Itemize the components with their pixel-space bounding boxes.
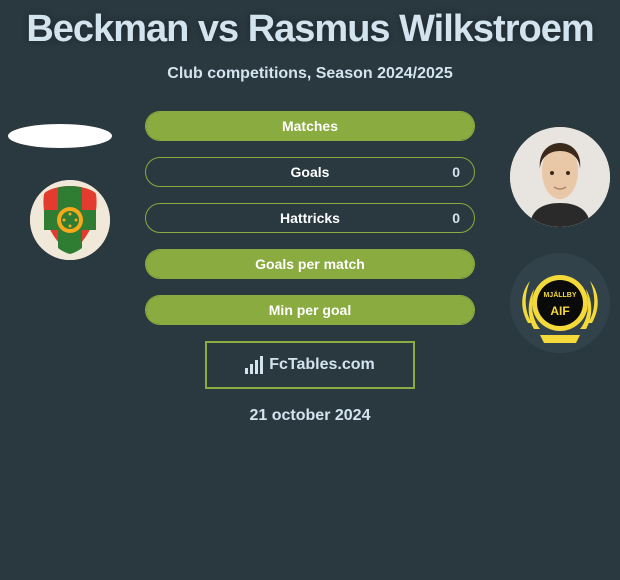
page-title: Beckman vs Rasmus Wilkstroem: [0, 0, 620, 51]
stat-bar-gpm: Goals per match: [145, 249, 475, 279]
stat-bar-hattricks: Hattricks 0: [145, 203, 475, 233]
stat-bar-goals: Goals 0: [145, 157, 475, 187]
club-left-crest: [30, 180, 110, 260]
shield-icon: [30, 180, 110, 260]
stat-bar-mpg: Min per goal: [145, 295, 475, 325]
brand-box[interactable]: FcTables.com: [205, 341, 415, 389]
stat-bar-value: 0: [452, 158, 460, 186]
stat-bar-label: Matches: [146, 112, 474, 140]
stat-bar-label: Goals per match: [146, 250, 474, 278]
svg-text:AIF: AIF: [550, 304, 569, 318]
badge-icon: MJÄLLBY AIF: [510, 253, 610, 353]
stat-bars: Matches Goals 0 Hattricks 0 Goals per ma…: [145, 111, 475, 325]
brand-text: FcTables.com: [269, 356, 375, 374]
stat-bar-label: Hattricks: [146, 204, 474, 232]
stat-bar-value: 0: [452, 204, 460, 232]
face-placeholder-icon: [510, 127, 610, 227]
stat-bar-matches: Matches: [145, 111, 475, 141]
bar-chart-icon: [245, 356, 265, 374]
date-text: 21 october 2024: [0, 407, 620, 425]
svg-text:MJÄLLBY: MJÄLLBY: [543, 291, 576, 299]
player-right-avatar: [510, 127, 610, 227]
subtitle: Club competitions, Season 2024/2025: [0, 65, 620, 83]
club-right-crest: MJÄLLBY AIF: [510, 253, 610, 353]
stat-bar-label: Goals: [146, 158, 474, 186]
player-left-avatar: [8, 124, 112, 148]
stat-bar-label: Min per goal: [146, 296, 474, 324]
